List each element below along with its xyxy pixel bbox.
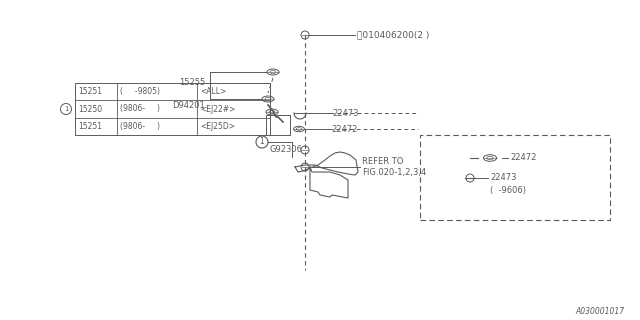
Text: 15251: 15251 xyxy=(78,87,102,96)
Text: (     -9805): ( -9805) xyxy=(120,87,160,96)
Text: <EJ25D>: <EJ25D> xyxy=(200,122,235,131)
Text: (  -9606): ( -9606) xyxy=(490,186,526,195)
Text: <EJ22#>: <EJ22#> xyxy=(200,105,236,114)
Text: A030001017: A030001017 xyxy=(576,308,625,316)
Text: FIG.020-1,2,3,4: FIG.020-1,2,3,4 xyxy=(362,167,426,177)
Text: D94201: D94201 xyxy=(172,101,205,110)
Text: REFER TO: REFER TO xyxy=(362,157,403,166)
Text: 22473: 22473 xyxy=(490,173,516,182)
Text: 1: 1 xyxy=(64,106,68,112)
Text: 22472: 22472 xyxy=(331,124,357,133)
Text: 15250: 15250 xyxy=(78,105,102,114)
Text: 15255: 15255 xyxy=(179,78,205,87)
Text: 22473: 22473 xyxy=(332,108,358,117)
Text: Ⓑ010406200(2 ): Ⓑ010406200(2 ) xyxy=(357,30,429,39)
Text: 22472: 22472 xyxy=(510,154,536,163)
Text: 1: 1 xyxy=(260,138,264,147)
Text: (9806-     ): (9806- ) xyxy=(120,122,160,131)
Bar xyxy=(420,135,610,220)
Text: 15251: 15251 xyxy=(78,122,102,131)
Text: (9806-     ): (9806- ) xyxy=(120,105,160,114)
Bar xyxy=(75,83,270,135)
Bar xyxy=(266,115,290,135)
Text: <ALL>: <ALL> xyxy=(200,87,227,96)
Text: G92306: G92306 xyxy=(269,146,302,155)
